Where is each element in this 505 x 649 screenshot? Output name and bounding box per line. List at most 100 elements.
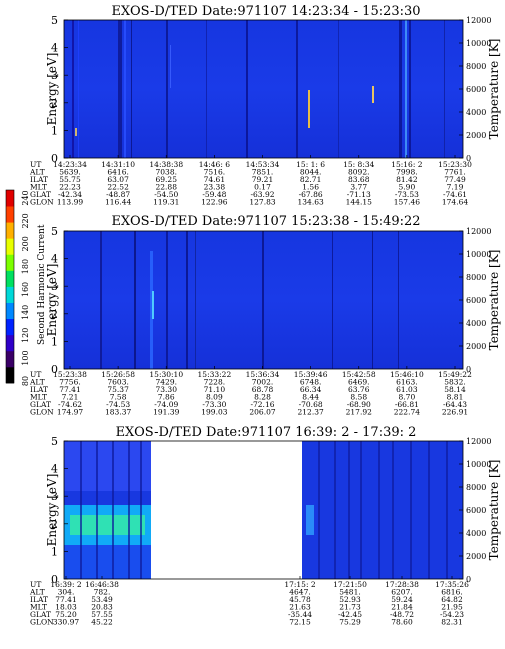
table-cell: 74.61	[204, 175, 225, 184]
spectrogram-streak	[118, 20, 122, 158]
spectrogram-streak	[262, 231, 264, 369]
table-cell: -54.50	[154, 190, 178, 199]
spectrogram-streak	[332, 231, 333, 369]
table-cell: 71.10	[204, 385, 226, 394]
row-label-glon: GLON	[30, 408, 54, 417]
data-block-left-lower	[64, 545, 151, 579]
table-cell: 7038.	[156, 168, 177, 177]
panel-1-ylabel-right: Temperature [K]	[487, 39, 501, 140]
spectrogram-streak	[444, 20, 445, 158]
panel-3: EXOS-D/TED Date:971107 16:39: 2 - 17:39:…	[29, 425, 501, 627]
right-tick-label: 12000	[466, 227, 491, 236]
y-tick-label: 4	[51, 463, 58, 476]
table-cell: 69.25	[156, 175, 178, 184]
right-tick-label: 2000	[466, 552, 486, 561]
table-cell: 16:46:38	[85, 580, 119, 589]
colorbar-swatch	[6, 238, 14, 255]
spectrogram-streak	[72, 20, 74, 158]
right-tick-label: 10000	[466, 460, 491, 469]
colorbar-swatch	[6, 318, 14, 336]
spectrogram-streak	[134, 231, 136, 369]
table-cell: 64.82	[441, 595, 463, 604]
table-cell: 217.92	[346, 408, 372, 417]
colorbar-tick-label: 80	[21, 376, 30, 386]
table-cell: 8092.	[348, 168, 369, 177]
row-label-glat: GLAT	[30, 400, 51, 409]
row-label-alt: ALT	[29, 588, 45, 597]
panel-1: EXOS-D/TED Date:971107 14:23:34 - 15:23:…	[29, 4, 501, 207]
table-cell: 226.91	[442, 408, 468, 417]
panel-3-ylabel-right: Temperature [K]	[487, 460, 501, 561]
table-cell: 7756.	[59, 378, 80, 387]
table-cell: 119.31	[153, 198, 179, 207]
table-cell: 78.60	[391, 618, 413, 627]
panel-3-data-blocks	[64, 441, 463, 579]
table-cell: 15:26:58	[101, 370, 135, 379]
spectrogram-streak	[378, 441, 380, 579]
spectrogram-streak	[96, 441, 98, 579]
table-cell: 7.58	[110, 393, 127, 402]
table-cell: 66.34	[300, 385, 322, 394]
y-tick-label: 3	[51, 490, 58, 503]
table-cell: 14:38:38	[149, 160, 183, 169]
right-tick-label: 2000	[466, 131, 486, 140]
table-cell: 63.76	[348, 385, 370, 394]
colorbar-tick-label: 180	[21, 259, 30, 274]
table-cell: 134.63	[298, 198, 324, 207]
y-tick-label: 5	[51, 225, 58, 238]
spectrogram-streak	[140, 441, 142, 579]
right-tick-label: 8000	[466, 273, 486, 282]
table-cell: 81.42	[396, 175, 418, 184]
panel-3-title: EXOS-D/TED Date:971107 16:39: 2 - 17:39:…	[116, 425, 417, 440]
table-cell: 15:23:30	[438, 160, 472, 169]
table-cell: 4647.	[289, 588, 310, 597]
spectrogram-streak	[206, 20, 207, 158]
table-cell: -73.53	[395, 190, 419, 199]
panel-2-title: EXOS-D/TED Date:971107 15:23:38 - 15:49:…	[111, 214, 420, 229]
spectrogram-streak	[75, 128, 77, 136]
spectrogram-streak	[296, 20, 298, 158]
row-label-alt: ALT	[29, 168, 45, 177]
right-tick-label: 4000	[466, 319, 486, 328]
table-cell: 82.31	[441, 618, 462, 627]
table-cell: -74.09	[154, 400, 178, 409]
table-cell: 83.68	[348, 175, 370, 184]
row-label-glat: GLAT	[30, 610, 51, 619]
spectrogram-streak	[348, 441, 350, 579]
table-cell: 212.37	[298, 408, 324, 417]
spectrogram-streak	[399, 20, 402, 158]
panel-2-y-axis: 0 1 2 3 4 5	[51, 225, 68, 376]
panel-3-y-axis: 0 1 2 3 4 5	[51, 435, 68, 586]
right-tick-label: 0	[466, 365, 471, 374]
table-cell: 15:42:58	[342, 370, 376, 379]
table-cell: 22.88	[156, 183, 178, 192]
spectrogram-streak	[124, 20, 126, 158]
table-cell: -72.16	[250, 400, 274, 409]
table-cell: 6416.	[107, 168, 128, 177]
spectrogram-streak	[334, 441, 336, 579]
table-cell: 5832.	[444, 378, 465, 387]
spectrogram-streak	[150, 251, 153, 369]
right-tick-label: 8000	[466, 483, 486, 492]
table-cell: 15:36:34	[246, 370, 280, 379]
panel-2-ylabel: Energy [eV]	[45, 264, 59, 337]
table-cell: 15: 8:34	[343, 160, 375, 169]
spectrogram-streak	[405, 20, 407, 158]
table-cell: 174.64	[442, 198, 468, 207]
table-cell: 75.20	[55, 610, 77, 619]
table-cell: -42.34	[58, 190, 82, 199]
table-cell: 15:39:46	[294, 370, 328, 379]
table-cell: 21.73	[339, 603, 361, 612]
table-cell: -42.45	[338, 610, 362, 619]
table-cell: 75.29	[339, 618, 361, 627]
table-cell: 8.70	[399, 393, 416, 402]
colorbar-swatches	[6, 190, 14, 384]
table-cell: -35.44	[288, 610, 312, 619]
y-tick-label: 0	[51, 573, 58, 586]
spectrogram-streak	[78, 20, 79, 158]
y-tick-label: 4	[51, 253, 58, 266]
spectrogram-streak	[131, 20, 132, 158]
right-tick-label: 8000	[466, 62, 486, 71]
table-cell: 304.	[58, 588, 75, 597]
